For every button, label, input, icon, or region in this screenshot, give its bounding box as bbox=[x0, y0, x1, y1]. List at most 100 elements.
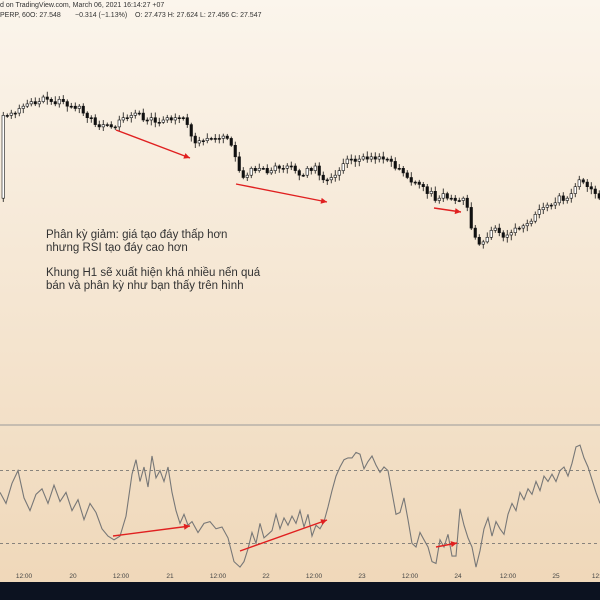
candle-body bbox=[453, 197, 457, 201]
candle-body bbox=[301, 174, 305, 177]
candle-body bbox=[253, 168, 257, 171]
candle-body bbox=[5, 115, 9, 117]
candle-body bbox=[405, 172, 409, 178]
candle-body bbox=[297, 170, 301, 176]
candle-body bbox=[497, 227, 501, 234]
x-tick-label: 23 bbox=[358, 573, 366, 580]
candle-body bbox=[481, 241, 485, 245]
candle-body bbox=[33, 101, 37, 105]
candle-body bbox=[457, 200, 461, 202]
candle-body bbox=[325, 179, 329, 182]
candle-body bbox=[221, 135, 225, 139]
candle-body bbox=[373, 156, 377, 160]
candle-body bbox=[209, 138, 213, 140]
candle-body bbox=[125, 117, 129, 119]
candle-body bbox=[341, 163, 345, 171]
candle-body bbox=[157, 122, 161, 124]
candle-body bbox=[17, 108, 21, 114]
candle-body bbox=[537, 209, 541, 215]
candle-body bbox=[429, 191, 433, 194]
price-arrow-1-head bbox=[183, 153, 190, 159]
x-tick-label: 12:00 bbox=[592, 573, 600, 580]
candle-body bbox=[353, 158, 357, 162]
published-line: d on TradingView.com, March 06, 2021 16:… bbox=[0, 2, 164, 9]
candle-body bbox=[245, 174, 249, 178]
candle-body bbox=[169, 117, 173, 121]
annotation-line-4: bán và phân kỳ như bạn thấy trên hình bbox=[46, 280, 244, 292]
candle-body bbox=[369, 156, 373, 160]
candle-body bbox=[389, 158, 393, 162]
candle-body bbox=[293, 165, 297, 171]
candle-body bbox=[365, 156, 369, 160]
candle-body bbox=[45, 96, 49, 100]
rsi-arrow-1 bbox=[112, 523, 191, 537]
rsi-arrow-3-head bbox=[450, 541, 457, 548]
candle-body bbox=[69, 105, 73, 108]
rsi-arrow-3 bbox=[435, 541, 458, 548]
candle-body bbox=[49, 99, 53, 102]
candle-body bbox=[541, 207, 545, 210]
candle-body bbox=[309, 168, 313, 171]
rsi-line bbox=[0, 444, 600, 568]
candle-body bbox=[237, 156, 241, 171]
candle-body bbox=[1, 115, 5, 199]
price-arrow-3 bbox=[433, 207, 462, 215]
candle-body bbox=[129, 115, 133, 119]
candle-body bbox=[437, 197, 441, 201]
candle-body bbox=[397, 168, 401, 170]
candle-body bbox=[225, 135, 229, 139]
candle-body bbox=[213, 138, 217, 140]
rsi-arrow-1-shaft bbox=[112, 525, 191, 537]
candle-body bbox=[345, 158, 349, 165]
price-arrow-1 bbox=[115, 129, 191, 159]
rsi-arrow-2-head bbox=[320, 519, 327, 525]
candle-body bbox=[521, 225, 525, 229]
bottom-bar bbox=[0, 582, 600, 600]
candle-body bbox=[273, 165, 277, 171]
candle-body bbox=[317, 165, 321, 176]
candle-body bbox=[109, 124, 113, 128]
rsi-arrow-1-head bbox=[183, 523, 190, 530]
rsi-pane bbox=[0, 444, 600, 568]
candle-body bbox=[589, 186, 593, 190]
candle-body bbox=[13, 112, 17, 115]
candle-body bbox=[513, 227, 517, 234]
price-arrow-3-head bbox=[454, 208, 461, 215]
candle-body bbox=[517, 227, 521, 230]
candle-body bbox=[65, 101, 69, 107]
candle-body bbox=[149, 117, 153, 121]
candle-body bbox=[441, 193, 445, 199]
candle-body bbox=[77, 105, 81, 109]
candle-body bbox=[233, 145, 237, 158]
change-value: −0.314 (−1.13%) bbox=[75, 12, 127, 19]
candle-body bbox=[533, 214, 537, 222]
candle-body bbox=[53, 101, 57, 105]
candle-body bbox=[205, 138, 209, 141]
candle-body bbox=[177, 117, 181, 119]
candle-body bbox=[385, 158, 389, 161]
candle-body bbox=[81, 105, 85, 114]
annotation-line-1: Phân kỳ giảm: giá tạo đáy thấp hơn bbox=[46, 229, 227, 241]
divergence-arrows bbox=[112, 129, 462, 552]
candle-body bbox=[577, 179, 581, 188]
candle-body bbox=[509, 232, 513, 236]
rsi-arrow-2-shaft bbox=[239, 519, 328, 552]
candle-body bbox=[525, 223, 529, 227]
x-tick-label: 22 bbox=[262, 573, 270, 580]
open-value: O: 27.548 bbox=[30, 12, 61, 19]
x-tick-label: 20 bbox=[69, 573, 77, 580]
candle-body bbox=[189, 124, 193, 137]
candle-body bbox=[321, 174, 325, 181]
candle-body bbox=[153, 117, 157, 123]
x-tick-label: 25 bbox=[552, 573, 560, 580]
time-axis: 12:00 20 12:00 21 12:00 22 12:00 23 12:00 24 12:00… bbox=[16, 573, 600, 580]
candle-body bbox=[501, 232, 505, 238]
candle-body bbox=[305, 168, 309, 176]
candle-body bbox=[557, 195, 561, 204]
candle-body bbox=[581, 179, 585, 183]
candle-body bbox=[461, 197, 465, 201]
x-tick-label: 12:00 bbox=[16, 573, 33, 580]
candle-body bbox=[489, 230, 493, 238]
candle-body bbox=[329, 177, 333, 181]
candle-body bbox=[445, 193, 449, 199]
